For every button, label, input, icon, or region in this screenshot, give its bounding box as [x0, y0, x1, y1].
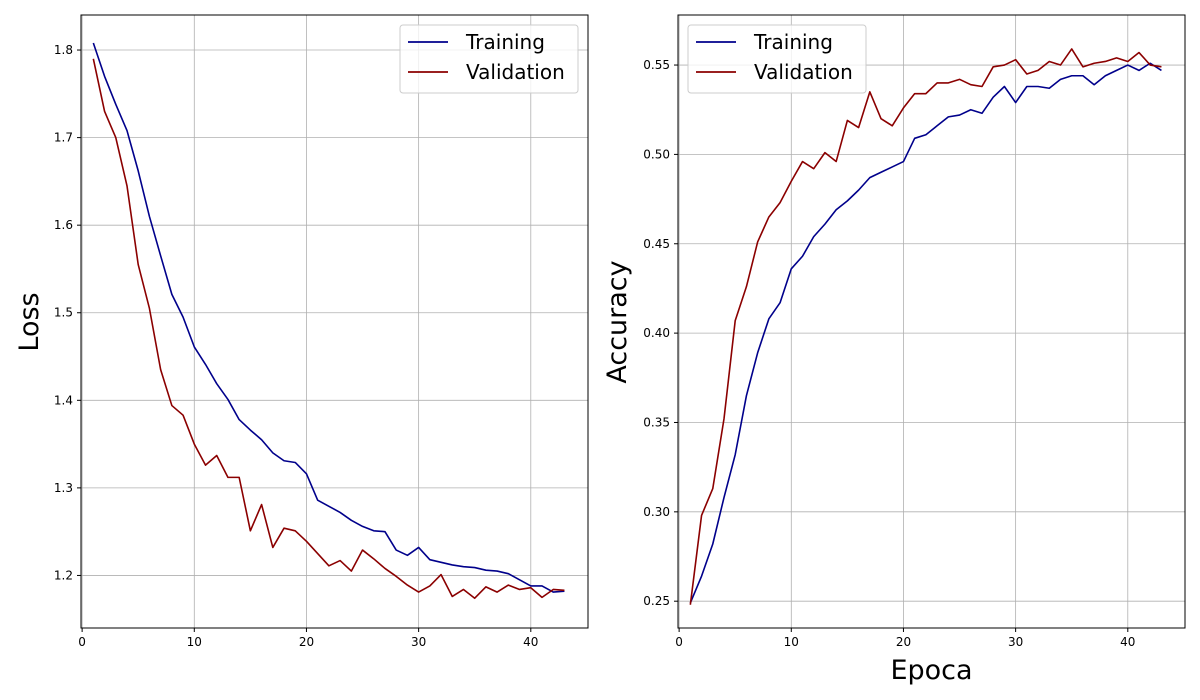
- y-tick-label: 1.6: [54, 218, 73, 232]
- x-tick-label: 30: [411, 635, 426, 649]
- series-line-training: [92, 42, 565, 593]
- loss-chart: 0 10 20 30 40 1.2 1.3 1.4 1.5 1.6 1.7 1.8 Loss Traini…: [14, 14, 589, 649]
- y-tick-label: 1.5: [54, 306, 73, 320]
- legend-label-validation: Validation: [754, 60, 853, 84]
- y-tick-label: 1.2: [54, 568, 73, 582]
- legend: Training Validation: [399, 24, 579, 94]
- y-tick-label: 0.30: [643, 505, 670, 519]
- y-tick-label: 0.45: [643, 237, 670, 251]
- accuracy-chart: 0 10 20 30 40 0.25 0.30 0.35 0.40 0.45 0.50 0.55 Acc…: [602, 14, 1186, 686]
- legend-label-training: Training: [465, 30, 545, 54]
- y-tick-label: 1.4: [54, 393, 73, 407]
- y-tick-label: 0.35: [643, 415, 670, 429]
- y-tick-label: 0.40: [643, 326, 670, 340]
- x-axis-label: Epoca: [890, 655, 972, 686]
- y-axis-label: Loss: [14, 292, 45, 351]
- x-tick-label: 0: [78, 635, 86, 649]
- y-tick-label: 0.25: [643, 594, 670, 608]
- y-tick-label: 1.3: [54, 481, 73, 495]
- y-tick-label: 1.8: [54, 43, 73, 57]
- plot-frame: [80, 14, 589, 629]
- legend: Training Validation: [687, 24, 867, 94]
- legend-label-training: Training: [753, 30, 833, 54]
- x-tick-label: 20: [299, 635, 314, 649]
- x-tick-label: 10: [784, 635, 799, 649]
- series-line-training: [689, 62, 1162, 604]
- x-tick-label: 30: [1008, 635, 1023, 649]
- y-tick-label: 0.55: [643, 58, 670, 72]
- y-tick-label: 0.50: [643, 147, 670, 161]
- x-tick-label: 40: [523, 635, 538, 649]
- x-tick-label: 20: [896, 635, 911, 649]
- series-line-validation: [92, 58, 565, 600]
- x-tick-label: 10: [187, 635, 202, 649]
- legend-label-validation: Validation: [466, 60, 565, 84]
- x-tick-label: 40: [1120, 635, 1135, 649]
- y-tick-label: 1.7: [54, 131, 73, 145]
- plot-frame: [677, 14, 1186, 629]
- x-tick-label: 0: [675, 635, 683, 649]
- y-axis-label: Accuracy: [602, 260, 633, 383]
- series-line-validation: [689, 48, 1162, 605]
